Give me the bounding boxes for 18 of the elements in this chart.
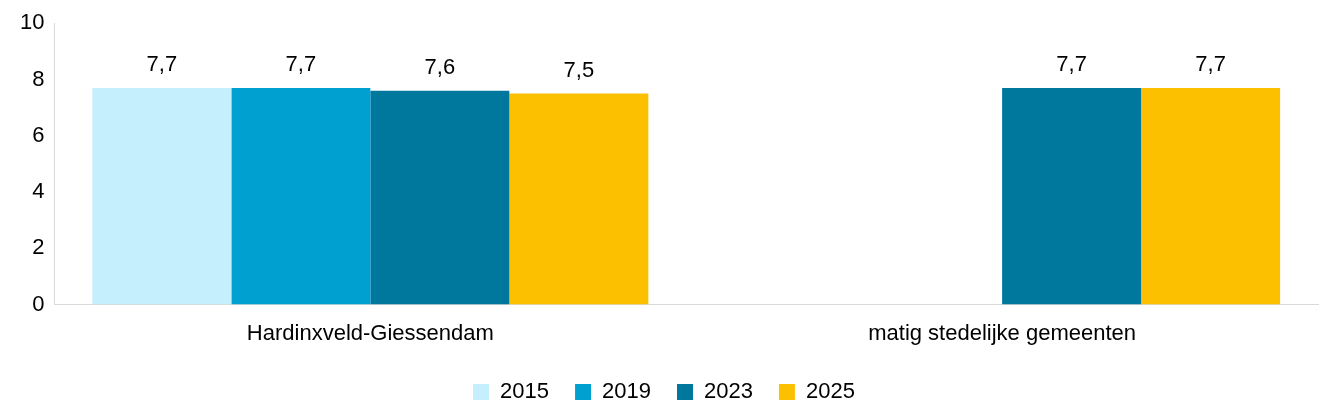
data-label: 7,5: [563, 56, 595, 82]
y-tick-label: 0: [32, 290, 45, 316]
y-tick-label: 4: [32, 178, 45, 204]
data-label: 7,6: [424, 53, 456, 79]
legend-label: 2015: [500, 378, 550, 404]
data-label: 7,7: [285, 50, 317, 76]
y-tick-label: 6: [32, 121, 45, 147]
data-label: 7,7: [1056, 50, 1087, 76]
data-label: 7,7: [146, 50, 178, 76]
legend-label: 2019: [602, 378, 652, 404]
x-tick-label: Hardinxveld-Giessendam: [246, 319, 494, 345]
y-tick-label: 8: [32, 65, 45, 91]
legend-label: 2023: [704, 378, 753, 404]
x-tick-label: matig stedelijke gemeenten: [868, 319, 1137, 345]
y-tick-label: 10: [19, 9, 45, 35]
legend-label: 2025: [805, 378, 855, 404]
data-label: 7,7: [1195, 50, 1226, 76]
y-tick-label: 2: [32, 234, 45, 260]
